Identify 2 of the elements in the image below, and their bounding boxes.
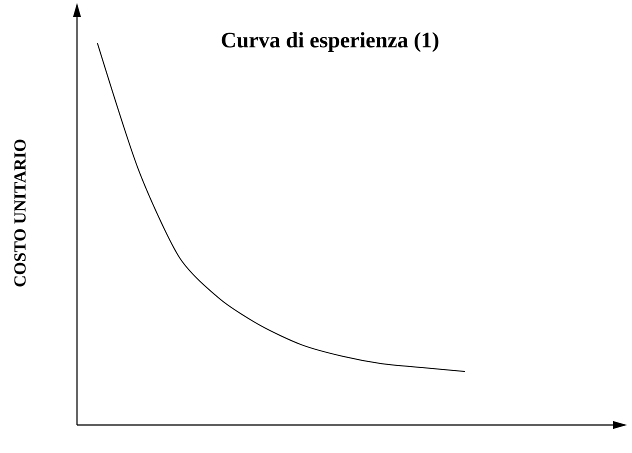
chart-title: Curva di esperienza (1) bbox=[222, 32, 438, 52]
y-axis-title: COSTO UNITARIO bbox=[14, 140, 26, 286]
